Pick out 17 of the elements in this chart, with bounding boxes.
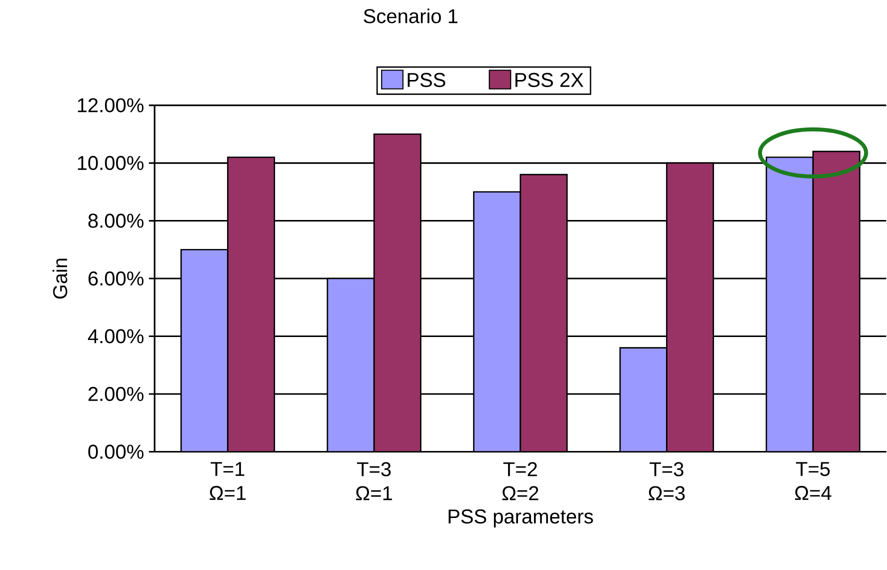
x-tick-label: T=5 Ω=4 bbox=[795, 462, 832, 500]
legend-label: PSS bbox=[408, 73, 446, 88]
legend-label: PSS 2X bbox=[515, 73, 584, 88]
y-tick-label: 4.00% bbox=[88, 329, 144, 344]
y-tick-label: 6.00% bbox=[88, 272, 144, 286]
y-tick-label: 8.00% bbox=[88, 214, 144, 228]
y-tick-label: 10.00% bbox=[78, 156, 144, 170]
y-tick-label: 12.00% bbox=[78, 98, 144, 112]
x-tick-label: T=3 Ω=1 bbox=[356, 462, 392, 500]
chart-title: Scenario 1 bbox=[364, 8, 458, 24]
x-tick-label: T=2 Ω=2 bbox=[502, 462, 538, 500]
y-tick-label: 0.00% bbox=[88, 444, 144, 459]
y-axis-title: Gain bbox=[52, 258, 68, 299]
x-axis-title: PSS parameters bbox=[448, 510, 593, 528]
x-tick-label: T=1 Ω=1 bbox=[210, 462, 246, 500]
x-tick-label: T=3 Ω=3 bbox=[648, 462, 685, 500]
y-tick-label: 2.00% bbox=[88, 387, 144, 402]
